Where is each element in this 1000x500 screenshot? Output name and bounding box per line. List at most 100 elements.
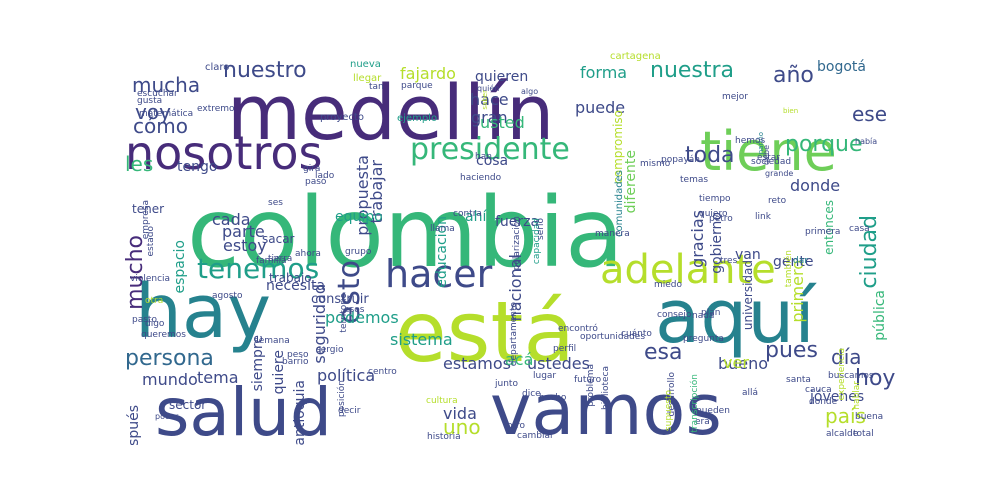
cloud-word: también: [784, 250, 794, 288]
cloud-word: nueva: [350, 59, 381, 70]
cloud-word: grupo: [345, 247, 372, 257]
cloud-word: matemática: [139, 109, 194, 119]
cloud-word: hablar: [852, 381, 862, 410]
cloud-word: salud: [155, 374, 332, 446]
cloud-word: voy: [135, 100, 171, 124]
cloud-word: día: [831, 345, 862, 369]
cloud-word: supuesto: [664, 390, 674, 432]
cloud-word: plan: [701, 308, 721, 318]
cloud-word: violencia: [130, 274, 171, 284]
cloud-word: tenemos: [197, 252, 320, 285]
cloud-word: digo: [145, 319, 165, 329]
cloud-word: pues: [765, 338, 818, 363]
cloud-word: llegar: [353, 73, 382, 84]
cloud-word: decir: [338, 406, 361, 416]
cloud-word: vamos: [490, 369, 722, 445]
cloud-word: equipo: [335, 209, 383, 225]
cloud-word: miedo: [654, 280, 683, 290]
cloud-word: sector: [169, 398, 207, 412]
cloud-word: buscamos: [828, 371, 874, 381]
cloud-word: ejemplo: [397, 113, 438, 124]
cloud-word: serio: [536, 218, 546, 240]
cloud-word: parte: [222, 222, 265, 241]
cloud-word: link: [755, 212, 771, 222]
cloud-word: petro: [709, 214, 733, 224]
cloud-word: hoy: [855, 366, 895, 391]
cloud-word: perfil: [553, 344, 577, 354]
cloud-word: gusta: [137, 96, 163, 106]
cloud-word: cómo: [133, 114, 188, 138]
cloud-word: tener: [132, 202, 165, 216]
cloud-word: ahora: [295, 249, 321, 259]
cloud-word: cultura: [426, 396, 458, 406]
cloud-word: tan: [369, 82, 384, 92]
cloud-word: tengo: [177, 159, 218, 175]
cloud-word: centro: [368, 367, 397, 377]
cloud-word: nada: [692, 311, 715, 321]
cloud-word: sacar: [262, 232, 295, 246]
cloud-word: gente: [773, 254, 814, 270]
cloud-word: ustedes: [527, 354, 590, 373]
cloud-word: biblioteca: [601, 366, 611, 410]
cloud-word: universidad: [741, 260, 755, 331]
cloud-word: lugar: [533, 371, 557, 381]
cloud-word: historia: [427, 432, 461, 442]
cloud-word: hay: [135, 269, 272, 355]
cloud-word: queremos: [141, 330, 186, 340]
cloud-word: manera: [595, 229, 630, 239]
cloud-word: cambiar: [517, 431, 554, 441]
cloud-word: fuerza: [495, 214, 540, 230]
cloud-word: acá: [505, 350, 534, 369]
cloud-word: polarización: [512, 216, 522, 271]
word-cloud: colombia medellín hay está aquí vamos salud tie…: [125, 50, 895, 445]
cloud-word: cada: [212, 210, 251, 229]
cloud-word: familia: [256, 256, 287, 266]
cloud-word: cauca: [805, 385, 832, 395]
cloud-word: vida: [443, 404, 477, 423]
cloud-word: persona: [125, 346, 214, 371]
cloud-word: agosto: [212, 291, 243, 301]
cloud-word: ese: [852, 102, 888, 126]
cloud-word: algo: [521, 87, 539, 96]
cloud-word: bueno: [718, 354, 769, 373]
cloud-word: pasto: [132, 315, 157, 325]
cloud-word: ses: [268, 198, 283, 208]
cloud-word: nuestro: [223, 58, 307, 83]
cloud-word: alcalde: [826, 429, 859, 439]
cloud-word: tierra: [268, 254, 293, 264]
cloud-word: año: [773, 63, 814, 88]
cloud-word: dice: [522, 389, 541, 399]
cloud-word: uno: [443, 415, 481, 439]
cloud-word: medellín: [227, 68, 555, 157]
cloud-word: adelante: [600, 247, 776, 293]
cloud-word: ahí: [465, 209, 487, 225]
cloud-word: hecho: [539, 393, 567, 403]
cloud-word: peso: [287, 350, 309, 360]
cloud-word: hacer: [385, 252, 493, 296]
cloud-word: departamento: [509, 302, 519, 367]
cloud-word: mucho: [125, 235, 148, 310]
cloud-word: estoy: [223, 236, 267, 255]
cloud-word: estamos: [443, 354, 511, 373]
cloud-word: saber: [481, 90, 489, 110]
cloud-word: llama: [430, 224, 455, 234]
cloud-word: había: [855, 137, 878, 146]
cloud-word: futuro: [574, 375, 602, 385]
cloud-word: porque: [785, 132, 863, 157]
cloud-word: usted: [480, 113, 525, 132]
cloud-word: tres: [720, 256, 738, 266]
cloud-word: bien: [783, 107, 799, 115]
cloud-word: comunidades: [614, 170, 625, 237]
cloud-word: claro: [205, 62, 230, 73]
cloud-word: sistema: [390, 330, 453, 349]
cloud-word: tiene: [700, 120, 837, 183]
cloud-word: transcripción: [690, 374, 700, 433]
cloud-word: posición: [337, 380, 347, 418]
cloud-word: fajardo: [400, 64, 456, 83]
cloud-word: extremo: [197, 104, 235, 114]
cloud-word: nosotros: [125, 126, 323, 180]
cloud-word: popayán: [661, 155, 700, 165]
cloud-word: otro: [507, 421, 526, 431]
cloud-word: estar: [757, 153, 780, 163]
cloud-word: gira: [303, 164, 321, 174]
